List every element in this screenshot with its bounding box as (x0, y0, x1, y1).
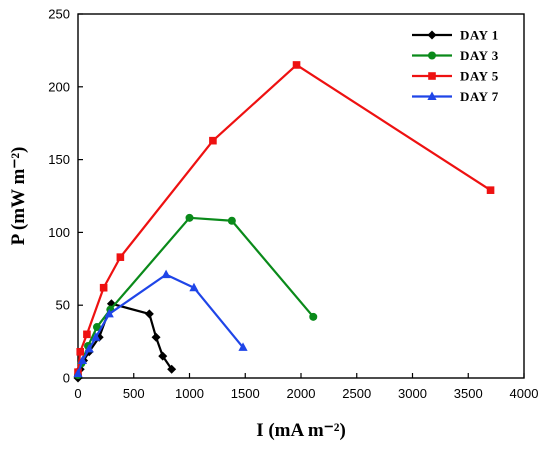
y-tick-label: 0 (63, 371, 70, 386)
y-axis-label: P (mW m⁻²) (8, 147, 29, 246)
series-day-1 (73, 299, 177, 383)
x-tick-label: 4000 (510, 386, 539, 401)
data-point (76, 347, 85, 356)
data-point (104, 308, 114, 318)
x-tick-label: 1000 (175, 386, 204, 401)
legend-label: DAY 1 (460, 28, 499, 43)
y-tick-label: 250 (48, 7, 70, 22)
legend-label: DAY 7 (460, 89, 499, 104)
y-tick-label: 50 (56, 298, 70, 313)
legend-marker (428, 51, 436, 60)
legend-item: DAY 1 (412, 28, 499, 43)
series-day-7 (73, 269, 248, 378)
y-tick-label: 100 (48, 225, 70, 240)
series-day-5 (74, 61, 495, 376)
data-point (92, 323, 101, 332)
y-tick-label: 200 (48, 79, 70, 94)
x-tick-label: 3000 (398, 386, 427, 401)
data-point (309, 312, 318, 321)
data-point (144, 309, 154, 319)
data-point (83, 330, 91, 339)
data-point (292, 61, 301, 69)
data-point (189, 282, 199, 292)
x-tick-label: 2500 (342, 386, 371, 401)
y-tick-label: 150 (48, 152, 70, 167)
legend: DAY 1 DAY 3 DAY 5 DAY 7 (412, 28, 499, 104)
data-point (167, 364, 177, 374)
legend-marker (428, 72, 436, 80)
legend-item: DAY 5 (412, 69, 499, 84)
data-point (151, 332, 161, 342)
x-axis: 0 500 1000 1500 2000 2500 3000 3500 4000 (74, 373, 538, 401)
data-point (73, 368, 83, 378)
data-point (77, 355, 88, 365)
data-point (116, 253, 125, 261)
x-tick-label: 3500 (454, 386, 483, 401)
legend-label: DAY 5 (460, 69, 499, 84)
data-point (238, 342, 248, 351)
y-axis: 0 50 100 150 200 250 (48, 7, 83, 386)
data-point (486, 186, 495, 194)
series-line-day-3 (76, 216, 315, 376)
data-point (84, 343, 94, 353)
x-tick-label: 1500 (231, 386, 260, 401)
x-tick-label: 0 (74, 386, 81, 401)
series-day-3 (74, 213, 318, 380)
legend-label: DAY 3 (460, 48, 499, 63)
data-point (185, 213, 194, 222)
series-layer (73, 61, 495, 383)
legend-marker (427, 91, 437, 100)
x-tick-label: 2000 (287, 386, 316, 401)
legend-item: DAY 7 (412, 89, 499, 104)
data-point (99, 283, 108, 292)
x-tick-label: 500 (123, 386, 145, 401)
series-line-day-1 (76, 302, 173, 379)
data-point (227, 216, 236, 225)
series-line-day-5 (76, 63, 492, 373)
data-point (91, 332, 101, 341)
legend-item: DAY 3 (412, 48, 499, 63)
data-point (209, 136, 217, 145)
x-axis-label: I (mA m⁻²) (256, 420, 346, 441)
legend-marker (427, 30, 437, 40)
data-point (158, 351, 168, 361)
data-point (161, 269, 171, 279)
